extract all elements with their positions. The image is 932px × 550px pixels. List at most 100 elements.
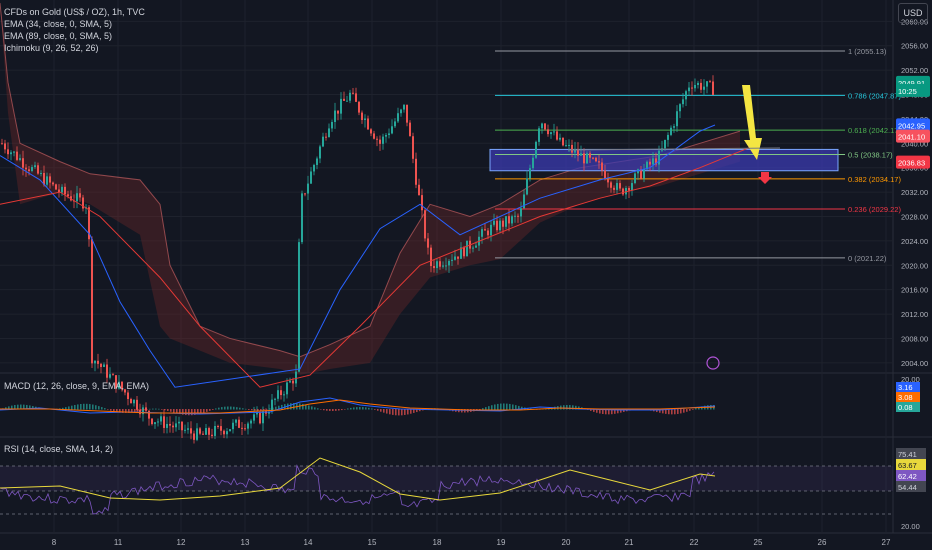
candle-body [583,153,585,164]
candle-body [454,256,456,260]
candle-body [7,149,9,155]
candle-body [334,110,336,123]
macd-hist [248,409,250,410]
ema34-line [0,124,716,388]
macd-hist [95,405,97,410]
candle-body [244,428,246,430]
candle-body [517,215,519,217]
candle-body [556,131,558,140]
candle-body [94,360,96,364]
candle-body [430,247,432,267]
candle-body [268,411,270,414]
rsi-value-tag [896,470,926,481]
macd-hist [506,403,508,410]
candle-body [688,87,690,92]
candle-body [406,104,408,123]
macd-hist [119,409,121,413]
candle-body [604,170,606,180]
fib-label: 0.236 (2029.22) [848,205,901,214]
macd-hist [386,409,388,414]
macd-hist [260,409,262,411]
macd-hist [80,404,82,410]
macd-hist [191,409,193,416]
price-tag [896,83,930,97]
candle-body [79,193,81,198]
macd-hist [659,409,661,413]
x-tick-label: 26 [818,538,827,547]
candle-body [694,85,696,89]
candle-body [280,390,282,396]
macd-hist [68,406,70,410]
macd-hist [416,409,418,413]
macd-hist [116,409,118,413]
candle-body [124,389,126,393]
candle-body [208,428,210,435]
y-tick-label: 2012.00 [901,310,928,319]
macd-hist [563,405,565,410]
macd-hist [281,404,283,410]
macd-hist [71,405,73,410]
macd-hist [278,405,280,410]
currency-button[interactable]: USD [898,3,928,23]
macd-hist [266,409,268,410]
candle-body [640,169,642,179]
y-tick-label: 2004.00 [901,359,928,368]
candle-body [553,131,555,133]
candle-body [550,132,552,135]
macd-hist [152,408,154,410]
candle-body [91,239,93,364]
candle-body [445,265,447,267]
candle-body [1,143,3,145]
macd-hist [332,409,334,412]
candle-body [340,98,342,114]
candle-body [217,425,219,427]
candle-body [400,109,402,114]
macd-hist [74,404,76,410]
candle-body [376,138,378,140]
macd-hist [611,409,613,415]
macd-hist [686,409,688,412]
candle-body [448,260,450,266]
candle-body [82,197,84,209]
candles [1,75,714,444]
candle-body [190,428,192,434]
candle-body [175,423,177,428]
macd-hist [23,404,25,410]
candle-body [658,150,660,165]
candle-body [601,162,603,171]
candle-body [142,407,144,415]
candle-body [328,128,330,138]
macd-hist [164,409,166,411]
candle-body [439,261,441,267]
x-tick-label: 21 [625,538,634,547]
candle-body [634,173,636,184]
candle-body [382,136,384,144]
candle-body [184,429,186,431]
macd-hist [20,404,22,410]
rsi-value-text: 63.67 [898,461,917,470]
macd-value-tag [896,382,920,392]
macd-hist [509,403,511,410]
candle-body [361,112,363,120]
candle-body [565,145,567,147]
yellow-arrow [742,85,762,160]
macd-hist [323,409,325,411]
macd-hist [14,405,16,410]
candle-body [325,136,327,138]
candle-body [352,92,354,94]
macd-hist [698,407,700,410]
macd-hist [383,409,385,413]
price-tag-text: 2042.95 [898,121,925,130]
candle-body [127,392,129,399]
macd-tick-label: 20.00 [901,375,920,384]
macd-hist [5,407,7,410]
macd-hist [26,404,28,410]
candle-body [130,398,132,404]
y-tick-label: 2056.00 [901,42,928,51]
candle-body [343,98,345,101]
candle-body [157,421,159,423]
candle-body [646,161,648,170]
candle-body [37,165,39,174]
candle-body [277,390,279,399]
